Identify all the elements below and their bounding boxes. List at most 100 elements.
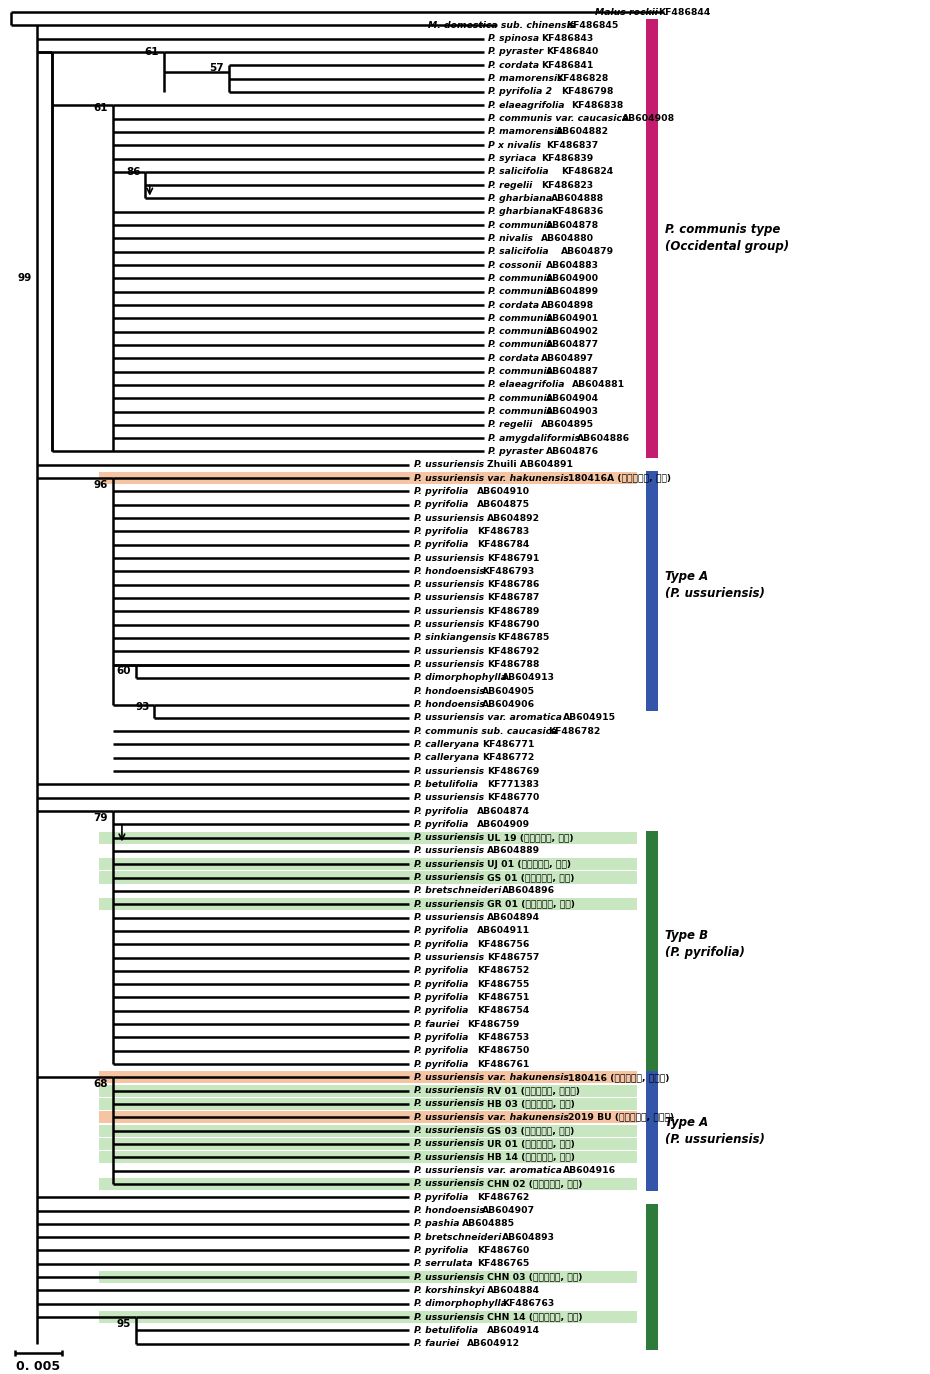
Text: UL 19 (산돌배나무, 울릉): UL 19 (산돌배나무, 울릉) — [487, 833, 574, 842]
Text: 99: 99 — [18, 273, 32, 283]
Text: 180416 (백운배나무, 백운산): 180416 (백운배나무, 백운산) — [568, 1073, 670, 1081]
Text: P. ussuriensis: P. ussuriensis — [414, 1099, 485, 1109]
Text: P. communis var. caucasica: P. communis var. caucasica — [488, 114, 629, 124]
Text: HB 03 (산돌배나무, 전성): HB 03 (산돌배나무, 전성) — [487, 1099, 575, 1109]
Text: P. pyrifolia: P. pyrifolia — [414, 1006, 469, 1015]
Text: P. calleryana: P. calleryana — [414, 753, 479, 763]
Text: KF486772: KF486772 — [483, 753, 535, 763]
Text: P. pyrifolia: P. pyrifolia — [414, 1059, 469, 1069]
Text: P. ussuriensis: P. ussuriensis — [414, 1179, 485, 1189]
Text: AB604894: AB604894 — [487, 914, 540, 922]
Text: AB604881: AB604881 — [572, 381, 625, 389]
Text: P. mamorensis: P. mamorensis — [488, 128, 563, 136]
Text: P. betulifolia: P. betulifolia — [414, 780, 478, 789]
Text: P. dimorphophylla: P. dimorphophylla — [414, 673, 507, 683]
Text: KF486750: KF486750 — [477, 1046, 529, 1055]
Text: P. communis sub. caucasica: P. communis sub. caucasica — [414, 727, 557, 735]
Text: 95: 95 — [117, 1319, 131, 1329]
Bar — [99, 473, 636, 484]
Text: P. korshinskyi: P. korshinskyi — [414, 1286, 485, 1294]
Text: HB 14 (산돌배나무, 정선): HB 14 (산돌배나무, 정선) — [487, 1153, 575, 1162]
Text: P. salicifolia: P. salicifolia — [488, 247, 549, 256]
Text: 180416A (백운배나무, 재배): 180416A (백운배나무, 재배) — [568, 474, 671, 482]
Text: P. ussuriensis: P. ussuriensis — [414, 460, 485, 470]
Text: P. pyrifolia 2: P. pyrifolia 2 — [488, 88, 552, 96]
Bar — [99, 1178, 636, 1190]
Text: P. pyrifolia: P. pyrifolia — [414, 1046, 469, 1055]
Text: P. ussuriensis: P. ussuriensis — [414, 620, 485, 629]
Text: 2019 BU (백운배나무, 백운산): 2019 BU (백운배나무, 백운산) — [568, 1113, 673, 1121]
Text: KF486752: KF486752 — [477, 966, 529, 976]
Text: P. dimorphophylla: P. dimorphophylla — [414, 1300, 507, 1308]
Text: P. hondoensis: P. hondoensis — [414, 567, 485, 576]
Text: KF486754: KF486754 — [477, 1006, 529, 1015]
Bar — [99, 1072, 636, 1084]
Text: P. ussuriensis var. hakunensis: P. ussuriensis var. hakunensis — [414, 1073, 569, 1081]
Text: Type B
(P. pyrifolia): Type B (P. pyrifolia) — [665, 929, 745, 959]
Text: P. gharbiana: P. gharbiana — [488, 207, 552, 216]
Text: P. hondoensis: P. hondoensis — [414, 687, 485, 695]
Text: KF486762: KF486762 — [477, 1193, 529, 1202]
Text: P. cordata: P. cordata — [488, 301, 539, 309]
Text: KF771383: KF771383 — [487, 780, 539, 789]
Bar — [99, 1124, 636, 1136]
Text: KF486798: KF486798 — [562, 88, 614, 96]
Bar — [645, 19, 658, 458]
Text: KF486838: KF486838 — [572, 100, 624, 110]
Bar — [645, 1070, 658, 1190]
Text: AB604903: AB604903 — [546, 407, 599, 416]
Text: KF486845: KF486845 — [566, 21, 619, 30]
Text: KF486783: KF486783 — [477, 526, 529, 536]
Text: KF486791: KF486791 — [487, 554, 539, 562]
Text: KF486786: KF486786 — [487, 580, 539, 589]
Text: AB604899: AB604899 — [546, 287, 600, 297]
Text: 93: 93 — [136, 702, 150, 712]
Text: P. betulifolia: P. betulifolia — [414, 1326, 478, 1336]
Text: P. pyraster: P. pyraster — [488, 48, 543, 56]
Bar — [645, 1204, 658, 1351]
Text: CHN 03 (산돌배나무, 중국): CHN 03 (산돌배나무, 중국) — [487, 1272, 582, 1282]
Text: P. pyrifolia: P. pyrifolia — [414, 820, 469, 829]
Text: P. ussuriensis: P. ussuriensis — [414, 900, 485, 908]
Text: Malus rockii: Malus rockii — [595, 7, 658, 16]
Text: P. communis: P. communis — [488, 341, 552, 349]
Text: AB604902: AB604902 — [546, 327, 599, 337]
Text: P. cordata: P. cordata — [488, 60, 539, 70]
Text: AB604877: AB604877 — [546, 341, 600, 349]
Text: AB604904: AB604904 — [546, 394, 600, 403]
Text: KF486751: KF486751 — [477, 993, 529, 1002]
Text: AB604912: AB604912 — [467, 1340, 520, 1348]
Text: P. cordata: P. cordata — [488, 353, 539, 363]
Text: P. ussuriensis: P. ussuriensis — [414, 660, 485, 669]
Text: 61: 61 — [94, 103, 108, 113]
Bar — [99, 1271, 636, 1283]
Bar — [99, 859, 636, 870]
Text: AB604905: AB604905 — [483, 687, 536, 695]
Text: 79: 79 — [94, 812, 108, 823]
Text: AB604887: AB604887 — [546, 367, 600, 376]
Text: 68: 68 — [94, 1079, 108, 1090]
Text: KF486753: KF486753 — [477, 1033, 529, 1041]
Bar — [99, 1098, 636, 1110]
Text: P. ussuriensis: P. ussuriensis — [414, 1312, 485, 1322]
Text: AB604879: AB604879 — [562, 247, 615, 256]
Text: P. communis: P. communis — [488, 367, 552, 376]
Text: P. ussuriensis: P. ussuriensis — [414, 767, 485, 775]
Text: AB604875: AB604875 — [477, 500, 530, 510]
Text: P. spinosa: P. spinosa — [488, 34, 539, 43]
Text: P. pyrifolia: P. pyrifolia — [414, 993, 469, 1002]
Text: P. hondoensis: P. hondoensis — [414, 1206, 485, 1215]
Text: P. pyrifolia: P. pyrifolia — [414, 500, 469, 510]
Text: P. elaeagrifolia: P. elaeagrifolia — [488, 381, 565, 389]
Text: KF486763: KF486763 — [502, 1300, 554, 1308]
Text: KF486759: KF486759 — [467, 1020, 520, 1029]
Text: GS 03 (산돌배나무, 고성): GS 03 (산돌배나무, 고성) — [487, 1127, 575, 1135]
Text: GR 01 (산돌배나무, 구레): GR 01 (산돌배나무, 구레) — [487, 900, 575, 908]
Text: P. ussuriensis: P. ussuriensis — [414, 1087, 485, 1095]
Text: P. ussuriensis: P. ussuriensis — [414, 580, 485, 589]
Text: KF486771: KF486771 — [483, 741, 535, 749]
Text: AB604896: AB604896 — [502, 886, 555, 896]
Text: P. ussuriensis: P. ussuriensis — [414, 954, 485, 962]
Text: KF486837: KF486837 — [546, 140, 599, 150]
Text: KF486843: KF486843 — [541, 34, 593, 43]
